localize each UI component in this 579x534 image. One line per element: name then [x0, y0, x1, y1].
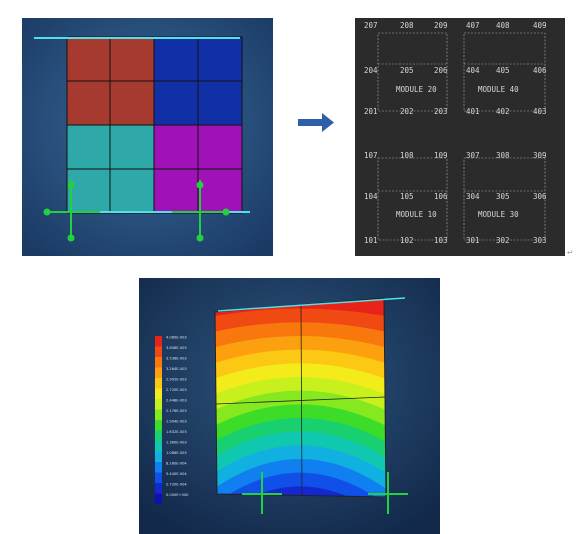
contour-view: 4.080E-003 3.808E-003 3.536E-003 3.264E-003…	[139, 278, 440, 534]
node-number: 204	[364, 66, 378, 75]
legend-swatch	[155, 409, 162, 420]
legend-swatch	[155, 388, 162, 399]
node-number: 304	[466, 192, 480, 201]
legend-swatch	[155, 451, 162, 462]
mesh-line	[215, 396, 386, 405]
node-number: 402	[496, 107, 510, 116]
node-number: 309	[533, 151, 547, 160]
node-number: 409	[533, 21, 547, 30]
legend-swatch	[155, 346, 162, 357]
legend-label: 2.720E-004	[166, 483, 187, 487]
legend-swatch	[155, 367, 162, 378]
legend-label: 1.632E-003	[166, 430, 187, 434]
legend-label: 5.440E-004	[166, 472, 187, 476]
node-number: 201	[364, 107, 378, 116]
node-number: 109	[434, 151, 448, 160]
module-label: MODULE 40	[478, 85, 519, 94]
legend-swatch	[155, 483, 162, 494]
node-number: 403	[533, 107, 547, 116]
node-number: 306	[533, 192, 547, 201]
node-number: 305	[496, 192, 510, 201]
legend-swatch	[155, 420, 162, 431]
node-number: 408	[496, 21, 510, 30]
node-number: 104	[364, 192, 378, 201]
node-number: 202	[400, 107, 414, 116]
node-number: 401	[466, 107, 480, 116]
contour-band	[215, 472, 386, 497]
legend-label: 2.176E-003	[166, 409, 187, 413]
legend-label: 1.904E-003	[166, 420, 187, 424]
node-panel: 207 208 209 407 408 409 204 205 206 404 405 406 201 2…	[355, 18, 565, 256]
contour-band	[215, 459, 386, 497]
node-number: 302	[496, 236, 510, 245]
legend-label: 0.000E+000	[166, 493, 189, 497]
module-label: MODULE 30	[478, 210, 519, 219]
return-mark: ↵	[567, 247, 572, 257]
node-number: 405	[496, 66, 510, 75]
legend-label: 1.088E-003	[166, 451, 187, 455]
node-number: 108	[400, 151, 414, 160]
legend-swatch	[155, 493, 162, 504]
node-number: 307	[466, 151, 480, 160]
node-number: 301	[466, 236, 480, 245]
legend-label: 2.720E-003	[166, 388, 187, 392]
node-number: 207	[364, 21, 378, 30]
node-number: 205	[400, 66, 414, 75]
node-number: 103	[434, 236, 448, 245]
model-view	[22, 18, 273, 256]
node-number: 406	[533, 66, 547, 75]
node-number: 303	[533, 236, 547, 245]
legend-swatch	[155, 441, 162, 452]
legend-label: 3.808E-003	[166, 346, 187, 350]
legend-swatch	[155, 430, 162, 441]
legend-label: 1.360E-003	[166, 441, 187, 445]
node-number: 107	[364, 151, 378, 160]
node-number: 308	[496, 151, 510, 160]
legend-swatch	[155, 357, 162, 368]
load-arrow	[217, 297, 406, 312]
node-number: 105	[400, 192, 414, 201]
module-outline	[463, 157, 546, 241]
node-number: 206	[434, 66, 448, 75]
legend-swatch	[155, 399, 162, 410]
node-number: 209	[434, 21, 448, 30]
legend-label: 2.448E-003	[166, 399, 187, 403]
legend-label: 3.264E-003	[166, 367, 187, 371]
legend-label: 8.160E-004	[166, 462, 187, 466]
node-number: 102	[400, 236, 414, 245]
legend-swatch	[155, 462, 162, 473]
node-number: 407	[466, 21, 480, 30]
legend-label: 2.992E-003	[166, 378, 187, 382]
node-number: 208	[400, 21, 414, 30]
legend-swatch	[155, 336, 162, 347]
legend-swatch	[155, 378, 162, 389]
module-label: MODULE 20	[396, 85, 437, 94]
legend-label: 4.080E-003	[166, 336, 187, 340]
legend-label: 3.536E-003	[166, 357, 187, 361]
module-label: MODULE 10	[396, 210, 437, 219]
module-outline	[377, 157, 448, 241]
arrow	[298, 113, 334, 132]
node-number: 203	[434, 107, 448, 116]
node-number: 101	[364, 236, 378, 245]
node-number: 404	[466, 66, 480, 75]
node-number: 106	[434, 192, 448, 201]
legend-swatch	[155, 472, 162, 483]
module-outline	[463, 32, 546, 112]
